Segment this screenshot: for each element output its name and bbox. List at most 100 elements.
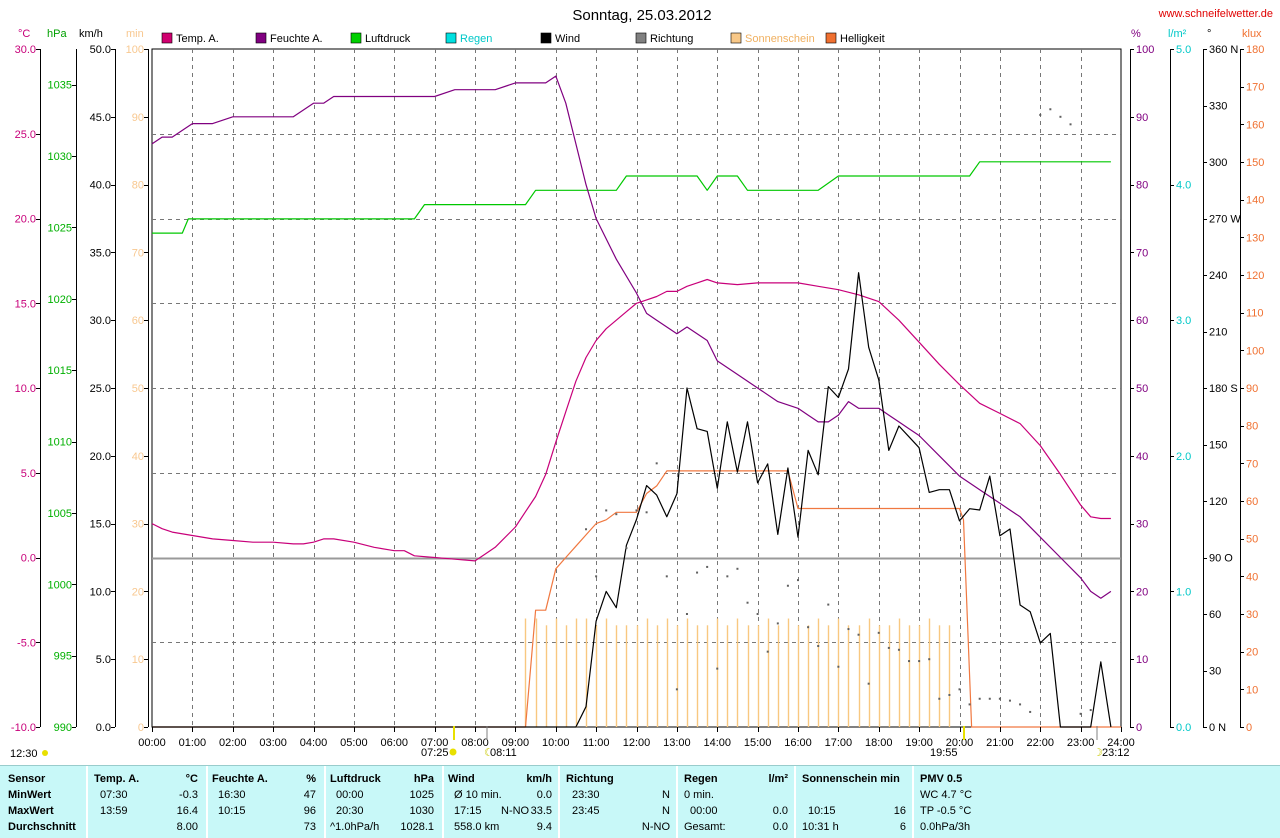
- tick-label-temp: 15.0: [15, 298, 36, 310]
- stats-col-temp: Temp. A. °C 07:30 -0.3 13:59 16.4 8.00: [88, 766, 206, 838]
- legend-item: Luftdruck: [350, 32, 411, 45]
- legend-swatch: [730, 32, 742, 44]
- brightness-line: [152, 470, 1121, 728]
- temp-min-time: 07:30: [100, 789, 128, 801]
- x-tick-label: 07:00: [421, 737, 449, 749]
- stats-col-sunshine: Sonnenschein min 10:15 16 10:31 h 6: [796, 766, 912, 838]
- stats-col-sensor: Sensor MinWert MaxWert Durchschnitt: [0, 766, 86, 838]
- tick-label-direction: 270 W: [1209, 214, 1241, 226]
- stats-col-pressure: Luftdruck hPa 00:00 1025 20:30 1030 ^1.0…: [326, 766, 442, 838]
- wind-avg-value: 9.4: [536, 821, 552, 833]
- tick-label-humidity: 100: [1136, 44, 1154, 56]
- tick-label-direction: 180 S: [1209, 383, 1238, 395]
- tick-label-sun: 50: [132, 383, 144, 395]
- tick-label-wind: 10.0: [90, 586, 111, 598]
- wind-distance: 558.0 km: [454, 821, 500, 833]
- tick-label-sun: 20: [132, 586, 144, 598]
- stats-separator: [912, 766, 914, 838]
- x-tick-label: 12:00: [623, 737, 651, 749]
- legend-swatch: [350, 32, 362, 44]
- x-tick-label: 17:00: [825, 737, 853, 749]
- tick-label-rain: 2.0: [1176, 451, 1191, 463]
- rain-max-time: 00:00: [690, 805, 718, 817]
- tick-label-light: 130: [1246, 232, 1264, 244]
- pmv-pressure-trend: 0.0hPa/3h: [920, 821, 971, 833]
- tick-label-light: 100: [1246, 345, 1264, 357]
- tick-label-humidity: 70: [1136, 247, 1148, 259]
- wind-min-value: 0.0: [536, 789, 552, 801]
- tick-label-humidity: 20: [1136, 586, 1148, 598]
- tick-label-light: 20: [1246, 647, 1258, 659]
- tick-label-light: 180: [1246, 44, 1264, 56]
- tick-label-direction: 210: [1209, 327, 1227, 339]
- tick-label-sun: 70: [132, 247, 144, 259]
- direction-point: [696, 571, 699, 574]
- clock-label: 12:30: [10, 748, 38, 760]
- x-tick-label: 21:00: [986, 737, 1014, 749]
- tick-label-temp: -10.0: [11, 722, 36, 734]
- legend-item: Helligkeit: [825, 32, 885, 45]
- tick-label-pressure: 995: [54, 651, 72, 663]
- tick-label-light: 110: [1246, 308, 1264, 320]
- tick-label-rain: 1.0: [1176, 586, 1191, 598]
- stats-separator: [442, 766, 444, 838]
- tick-label-wind: 40.0: [90, 180, 111, 192]
- direction-point: [585, 528, 588, 531]
- tick-label-sun: 60: [132, 315, 144, 327]
- direction-point: [1089, 709, 1092, 712]
- tick-label-pressure: 1025: [48, 222, 72, 234]
- direction-header: Richtung: [566, 773, 614, 785]
- grid: [151, 48, 1122, 728]
- humidity-max-time: 10:15: [218, 805, 246, 817]
- direction-point: [807, 626, 810, 629]
- plot-area: [151, 75, 1121, 728]
- direction-point: [1039, 113, 1042, 116]
- tick-label-light: 170: [1246, 82, 1264, 94]
- direction-point: [797, 579, 799, 582]
- tick-label-humidity: 50: [1136, 383, 1148, 395]
- x-tick-label: 04:00: [300, 737, 328, 749]
- x-tick-label: 02:00: [219, 737, 247, 749]
- direction-point: [605, 509, 608, 512]
- stats-sensor-header: Sensor: [8, 773, 46, 785]
- rain-total-label: Gesamt:: [684, 821, 726, 833]
- tick-label-direction: 330: [1209, 101, 1227, 113]
- stats-col-humidity: Feuchte A. % 16:30 47 10:15 96 73: [208, 766, 324, 838]
- legend-label: Wind: [555, 33, 580, 45]
- unit-temp: °C: [18, 28, 30, 40]
- tick-label-sun: 0: [138, 722, 144, 734]
- legend-label: Sonnenschein: [745, 33, 815, 45]
- temp-header: Temp. A.: [94, 773, 140, 785]
- moonrise-label: 08:11: [490, 747, 517, 759]
- sunshine-total-hours: 10:31 h: [802, 821, 839, 833]
- direction-point: [887, 646, 890, 649]
- temp-min-value: -0.3: [179, 789, 198, 801]
- direction-point: [736, 567, 739, 570]
- direction-point: [1069, 123, 1072, 126]
- direction-point: [1049, 108, 1052, 111]
- tick-label-light: 30: [1246, 609, 1258, 621]
- x-axis: 00:00 01:00 02:00 03:00 04:00 05:00 06:00 07:00…: [138, 727, 1135, 749]
- rain-max-value: 0.0: [772, 805, 788, 817]
- direction-point: [1019, 703, 1022, 706]
- tick-label-pressure: 1015: [48, 365, 72, 377]
- sunshine-header: Sonnenschein min: [802, 773, 900, 785]
- wind-max-direction: N-NO: [501, 805, 530, 817]
- pressure-header: Luftdruck: [330, 773, 381, 785]
- tick-label-pressure: 990: [54, 722, 72, 734]
- x-tick-label: 14:00: [703, 737, 731, 749]
- direction-point: [857, 633, 860, 636]
- tick-label-direction: 150: [1209, 440, 1227, 452]
- humidity-header: Feuchte A.: [212, 773, 268, 785]
- tick-label-wind: 5.0: [96, 654, 111, 666]
- direction-point: [615, 513, 618, 516]
- direction-point: [706, 565, 709, 568]
- direction-point: [918, 660, 921, 663]
- pressure-trend: ^1.0hPa/h: [330, 821, 380, 833]
- moonrise-marker: ☾ 08:11: [484, 726, 517, 759]
- sunshine-max-time: 10:15: [808, 805, 836, 817]
- pressure-max-value: 1030: [409, 805, 434, 817]
- direction-avg-value: N-NO: [641, 821, 670, 833]
- humidity-max-value: 96: [303, 805, 316, 817]
- site-link[interactable]: www.schneifelwetter.de: [1158, 8, 1273, 20]
